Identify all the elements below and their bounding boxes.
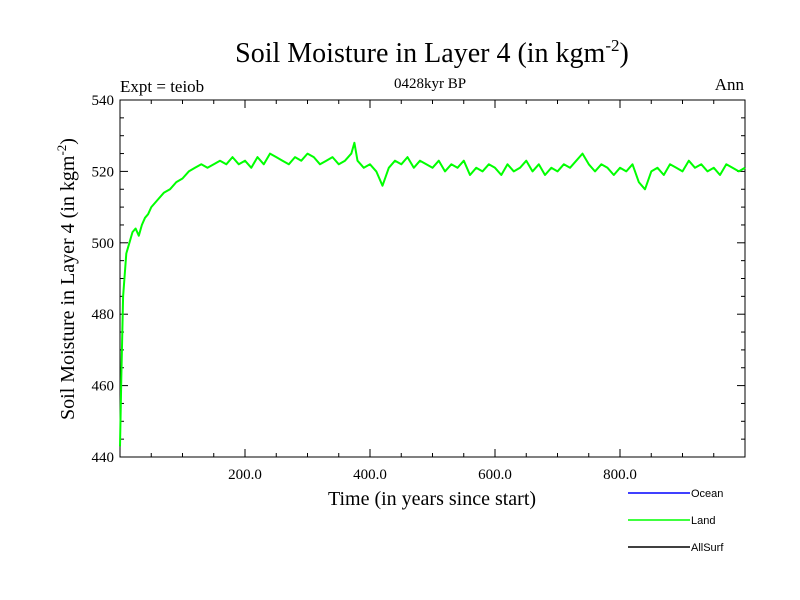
chart-title: Soil Moisture in Layer 4 (in kgm-2) [235, 36, 629, 69]
chart-title-suffix: ) [620, 38, 629, 69]
season-label: Ann [715, 75, 745, 94]
x-axis: 200.0 400.0 600.0 800.0 [150, 100, 715, 483]
experiment-label: Expt = teiob [120, 77, 204, 96]
legend-label-ocean: Ocean [691, 488, 723, 500]
y-tick-label: 480 [92, 307, 115, 323]
chart-title-text: Soil Moisture in Layer 4 (in kgm [235, 38, 605, 69]
legend-label-allsurf: AllSurf [691, 542, 724, 554]
y-axis-label: Soil Moisture in Layer 4 (in kgm-2) [54, 138, 79, 420]
legend: Ocean Land AllSurf [628, 488, 724, 554]
y-tick-label: 440 [92, 450, 115, 466]
y-tick-label: 500 [92, 236, 115, 252]
y-axis-label-text: Soil Moisture in Layer 4 (in kgm [57, 155, 79, 420]
y-axis: 440 460 480 500 520 540 [92, 93, 745, 466]
series-group [119, 141, 746, 447]
x-tick-label: 400.0 [353, 467, 387, 483]
x-tick-label: 600.0 [478, 467, 512, 483]
series-line-land [119, 141, 746, 447]
x-tick-label: 200.0 [228, 467, 262, 483]
chart-title-superscript: -2 [605, 36, 619, 55]
y-tick-label: 460 [92, 379, 115, 395]
legend-label-land: Land [691, 515, 715, 527]
y-axis-label-superscript: -2 [54, 145, 69, 156]
chart-subtitle: 0428kyr BP [394, 76, 466, 92]
y-tick-label: 520 [92, 164, 115, 180]
y-axis-label-suffix: ) [57, 138, 79, 145]
x-axis-label: Time (in years since start) [328, 488, 536, 510]
plot-frame [119, 99, 746, 458]
y-tick-label: 540 [92, 93, 115, 109]
x-tick-label: 800.0 [603, 467, 637, 483]
